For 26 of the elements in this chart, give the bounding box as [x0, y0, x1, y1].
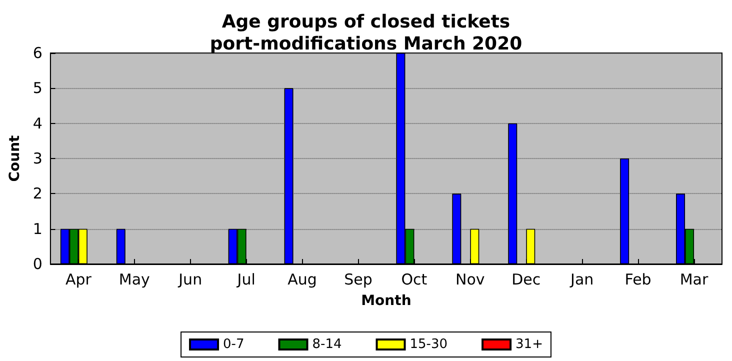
legend-label: 0-7: [223, 337, 244, 352]
x-tick-label: Sep: [344, 270, 372, 288]
y-tick-label: 4: [32, 114, 42, 132]
x-tick-label: Oct: [401, 270, 428, 288]
x-tick-label: Aug: [288, 270, 317, 288]
x-tick-label: Jul: [236, 270, 256, 288]
y-tick-label: 5: [32, 79, 42, 98]
y-tick-label: 3: [32, 150, 42, 168]
legend-label: 31+: [516, 337, 543, 352]
chart-title: Age groups of closed tickets port-modifications March 2020: [210, 12, 522, 54]
y-tick-label: 0: [32, 255, 42, 273]
y-tick-label: 2: [32, 184, 42, 203]
legend-label: 15-30: [410, 337, 448, 352]
x-tick-label: Mar: [680, 270, 709, 288]
x-tick-label: Feb: [624, 270, 652, 288]
x-tick-label: Jun: [178, 270, 202, 288]
x-tick-label: Apr: [65, 270, 92, 288]
x-tick-label: Dec: [512, 270, 541, 288]
y-axis-title: Count: [7, 134, 23, 182]
x-tick-label: Nov: [456, 270, 485, 288]
x-tick-label: Jan: [570, 270, 594, 288]
legend-label: 8-14: [312, 337, 342, 352]
y-tick-label: 1: [32, 220, 42, 238]
y-tick-label: 6: [32, 44, 42, 62]
x-axis-title: Month: [361, 293, 412, 309]
x-tick-label: May: [118, 270, 150, 288]
